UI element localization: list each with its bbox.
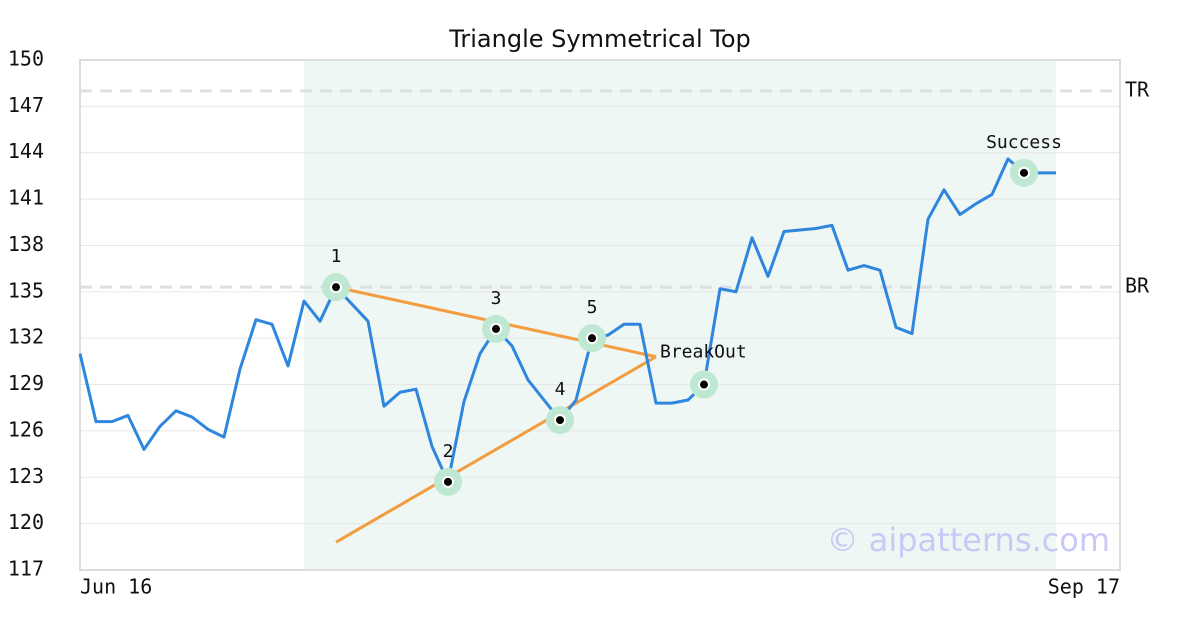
chart-title: Triangle Symmetrical Top [448,25,751,53]
y-tick-label: 132 [8,325,44,349]
y-tick-label: 117 [8,557,44,581]
annotation: BreakOut [660,342,747,363]
level-label: TR [1125,77,1150,101]
plot-border [79,59,1121,571]
y-tick-label: 141 [8,186,44,210]
trend-line [335,355,657,544]
y-tick-label: 144 [8,139,44,163]
pattern-zone [304,60,1056,570]
marker-dot [554,414,566,427]
marker-dot [442,475,454,488]
marker-dot [698,378,710,391]
y-tick-label: 126 [8,417,44,441]
marker-label: 3 [491,288,502,309]
marker-label: 1 [331,246,342,267]
marker-dot [330,281,342,294]
x-tick-label: Sep 17 [1048,575,1120,599]
marker-label: 2 [443,441,454,462]
marker-dot [1018,166,1030,179]
y-tick-label: 120 [8,510,44,534]
y-tick-label: 147 [8,93,44,117]
level-label: BR [1125,274,1150,298]
y-tick-label: 123 [8,464,44,488]
marker-label: Success [986,132,1062,153]
y-tick-label: 135 [8,278,44,302]
marker-dot [490,322,502,335]
y-tick-label: 129 [8,371,44,395]
watermark: © aipatterns.com [827,521,1110,559]
marker-label: 4 [555,379,566,400]
y-tick-label: 138 [8,232,44,256]
x-tick-label: Jun 16 [80,575,152,599]
marker-dot [586,332,598,345]
y-tick-label: 150 [8,47,44,71]
marker-label: 5 [587,297,598,318]
